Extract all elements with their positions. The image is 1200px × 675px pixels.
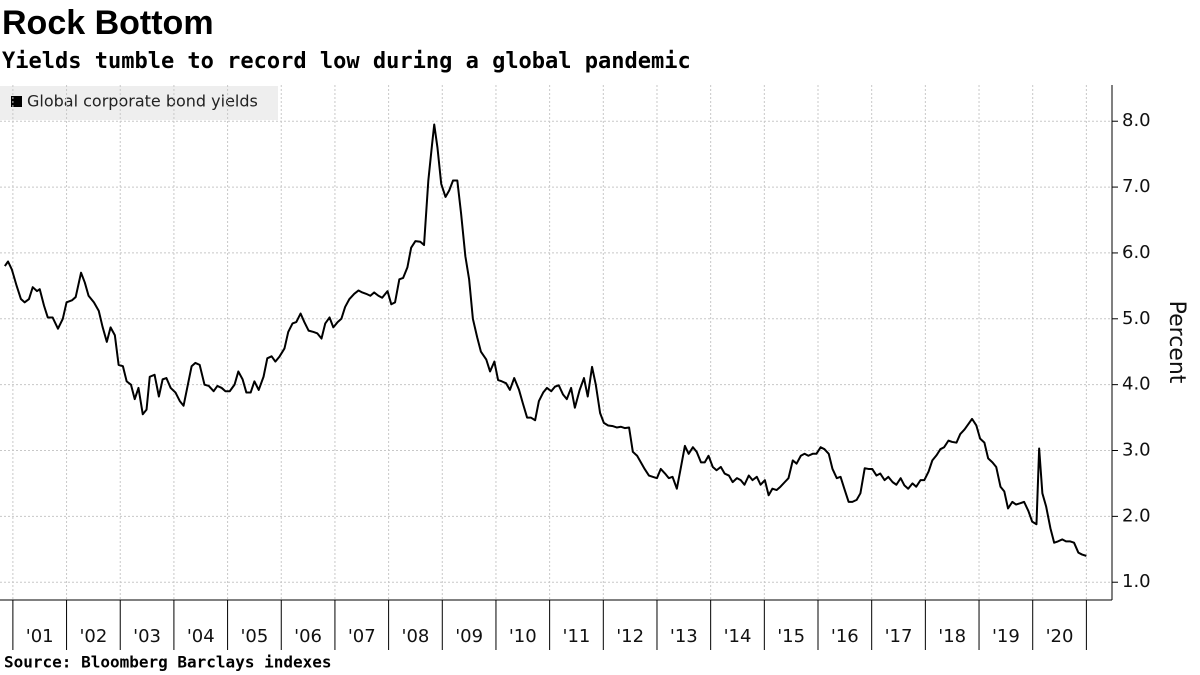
x-tick-label: '15 xyxy=(777,626,805,647)
y-axis-title: Percent xyxy=(1164,301,1189,384)
x-tick-label: '18 xyxy=(938,626,966,647)
legend-box xyxy=(0,86,278,120)
source: Source: Bloomberg Barclays indexes xyxy=(4,653,332,672)
x-tick-label: '10 xyxy=(509,626,537,647)
x-tick-label: '04 xyxy=(187,626,215,647)
x-tick-label: '09 xyxy=(455,626,483,647)
x-tick-label: '13 xyxy=(670,626,698,647)
x-tick-label: '17 xyxy=(885,626,913,647)
y-tick-label: 6.0 xyxy=(1122,242,1151,263)
y-tick-label: 4.0 xyxy=(1122,374,1151,395)
x-tick-label: '16 xyxy=(831,626,859,647)
y-tick-label: 2.0 xyxy=(1122,505,1151,526)
x-tick-label: '14 xyxy=(724,626,752,647)
x-tick-label: '05 xyxy=(240,626,268,647)
x-tick-label: '20 xyxy=(1046,626,1074,647)
y-tick-label: 7.0 xyxy=(1122,176,1151,197)
legend-label: Global corporate bond yields xyxy=(27,92,258,111)
x-tick-label: '01 xyxy=(26,626,54,647)
x-tick-label: '08 xyxy=(402,626,430,647)
x-tick-label: '11 xyxy=(563,626,591,647)
legend-swatch xyxy=(11,96,22,107)
line xyxy=(4,123,1087,557)
chart-subtitle: Yields tumble to record low during a glo… xyxy=(2,49,691,74)
x-tick-label: '12 xyxy=(616,626,644,647)
y-tick-label: 5.0 xyxy=(1122,308,1151,329)
x-tick-label: '03 xyxy=(133,626,161,647)
y-tick-label: 3.0 xyxy=(1122,440,1151,461)
x-tick-label: '07 xyxy=(348,626,376,647)
chart-title: Rock Bottom xyxy=(2,4,214,42)
y-tick-label: 1.0 xyxy=(1122,571,1151,592)
x-tick-label: '19 xyxy=(992,626,1020,647)
y-tick-label: 8.0 xyxy=(1122,110,1151,131)
x-tick-label: '02 xyxy=(79,626,107,647)
x-tick-label: '06 xyxy=(294,626,322,647)
